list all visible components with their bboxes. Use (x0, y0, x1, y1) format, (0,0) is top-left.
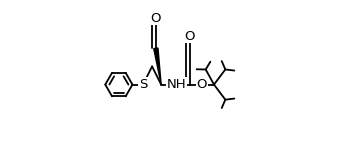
Text: O: O (150, 12, 161, 25)
Text: NH: NH (166, 78, 186, 91)
Text: O: O (184, 30, 195, 43)
Text: S: S (139, 78, 147, 91)
Polygon shape (154, 48, 161, 85)
Text: O: O (197, 78, 207, 91)
